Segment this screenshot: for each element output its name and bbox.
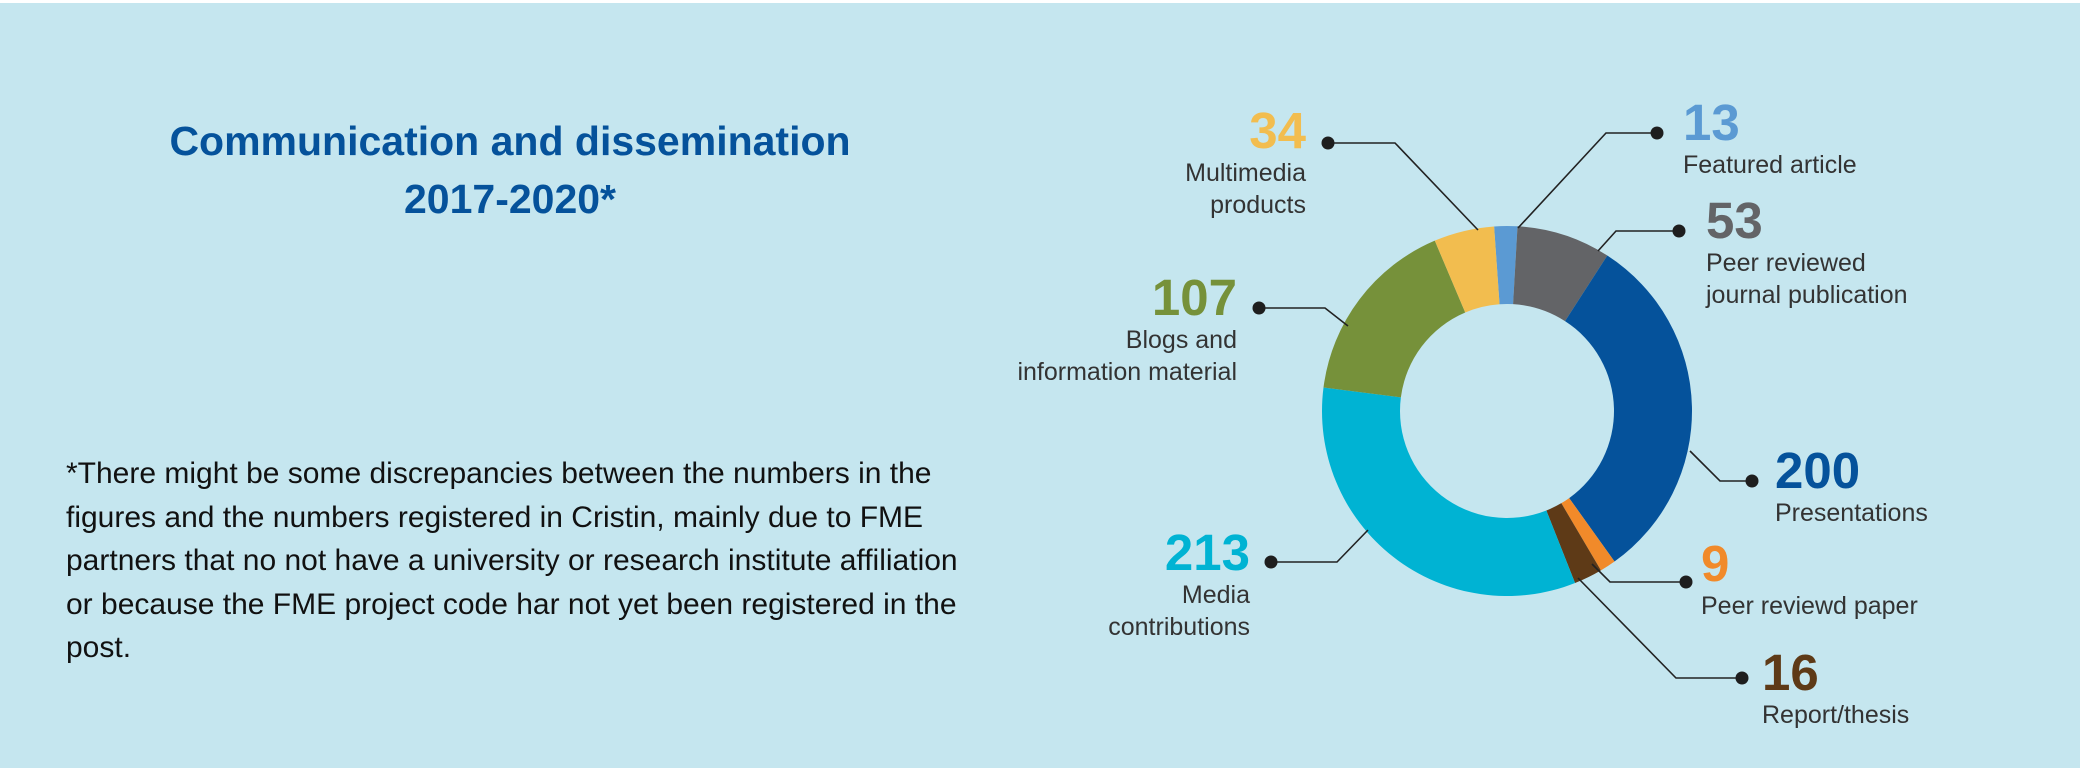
footnote: *There might be some discrepancies betwe… (66, 457, 958, 664)
value-label-presentations: 200 (1775, 442, 1860, 499)
title-line-1: Communication and dissemination (169, 118, 851, 164)
category-label-peer-reviewed-journal-line-1: Peer reviewed (1706, 249, 1866, 277)
category-label-peer-reviewed-journal-line-2: journal publication (1705, 281, 1908, 309)
slice-report-thesis (1546, 503, 1601, 584)
leader-line-presentations (1689, 450, 1752, 482)
leader-line-media-contributions (1271, 529, 1369, 563)
background-panel (0, 3, 2080, 768)
slice-media-contributions (1322, 387, 1576, 597)
leader-line-featured-article (1517, 132, 1657, 229)
category-label-multimedia-products-line-2: products (1210, 191, 1306, 219)
leader-dot-peer-reviewed-paper (1679, 575, 1693, 589)
leader-dot-media-contributions (1264, 555, 1278, 569)
category-label-media-contributions-line-2: contributions (1108, 613, 1250, 641)
leader-dot-report-thesis (1735, 671, 1749, 685)
category-label-blogs-information-line-1: Blogs and (1126, 326, 1237, 354)
slice-peer-reviewed-paper (1561, 498, 1615, 571)
leader-dot-multimedia-products (1321, 136, 1335, 150)
category-label-peer-reviewed-paper: Peer reviewd paper (1701, 592, 1918, 620)
slice-presentations (1565, 255, 1693, 562)
leader-dot-presentations (1745, 474, 1759, 488)
value-label-featured-article: 13 (1683, 94, 1740, 151)
category-label-featured-article: Featured article (1683, 151, 1857, 179)
value-label-report-thesis: 16 (1762, 644, 1819, 701)
value-label-media-contributions: 213 (1165, 524, 1250, 581)
slice-peer-reviewed-journal (1513, 226, 1608, 322)
leader-dot-featured-article (1650, 126, 1664, 140)
value-label-multimedia-products: 34 (1249, 102, 1306, 159)
leader-line-peer-reviewed-journal (1597, 230, 1679, 252)
leader-line-peer-reviewed-paper (1591, 563, 1686, 583)
leader-line-multimedia-products (1328, 142, 1479, 231)
leader-dot-peer-reviewed-journal (1672, 224, 1686, 238)
slice-featured-article (1494, 226, 1518, 305)
title-line-2: 2017-2020* (403, 176, 617, 222)
leader-dot-blogs-information (1252, 301, 1266, 315)
category-label-report-thesis: Report/thesis (1762, 701, 1909, 729)
category-label-blogs-information-line-2: information material (1017, 358, 1237, 386)
value-label-blogs-information: 107 (1152, 269, 1237, 326)
value-label-peer-reviewed-paper: 9 (1701, 535, 1729, 592)
leader-line-blogs-information (1259, 307, 1349, 327)
category-label-multimedia-products-line-1: Multimedia (1185, 159, 1306, 187)
value-label-peer-reviewed-journal: 53 (1706, 192, 1763, 249)
leader-line-report-thesis (1577, 577, 1742, 679)
category-label-media-contributions-line-1: Media (1182, 581, 1250, 609)
category-label-presentations: Presentations (1775, 499, 1928, 527)
slice-multimedia-products (1434, 226, 1500, 313)
page-title: Communication and dissemination 2017-202… (130, 112, 890, 228)
slice-blogs-information (1323, 240, 1466, 398)
